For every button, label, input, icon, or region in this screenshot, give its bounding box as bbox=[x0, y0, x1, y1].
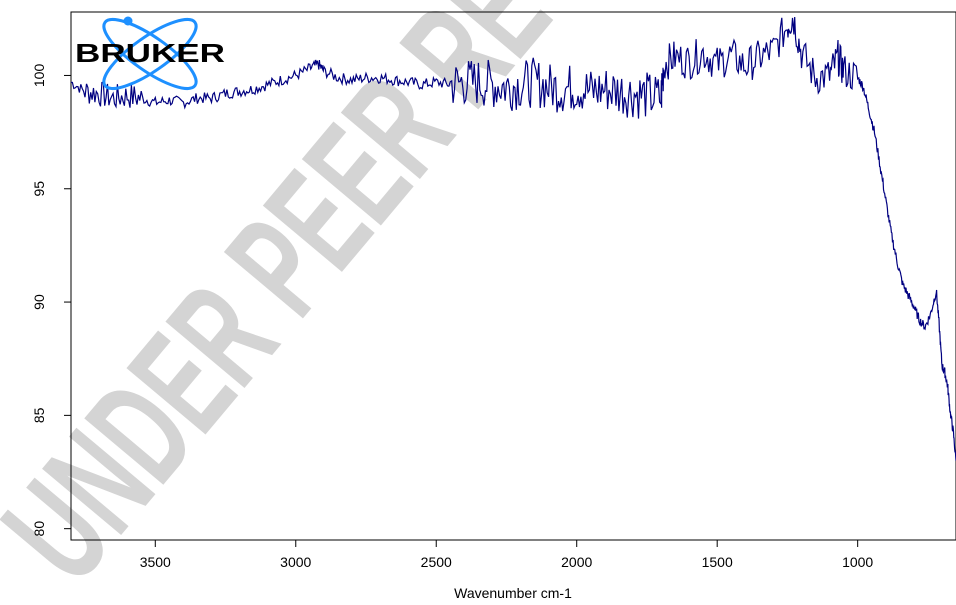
logo-text: BRUKER bbox=[75, 38, 225, 68]
y-tick-label: 80 bbox=[31, 521, 47, 537]
x-tick-label: 1000 bbox=[842, 554, 873, 570]
y-axis: 80 85 90 95 100 bbox=[31, 64, 71, 537]
x-tick-label: 2000 bbox=[561, 554, 592, 570]
x-tick-label: 3500 bbox=[140, 554, 171, 570]
y-tick-label: 85 bbox=[31, 407, 47, 423]
y-tick-label: 95 bbox=[31, 181, 47, 197]
spectrum-line bbox=[70, 16, 956, 461]
x-tick-label: 2500 bbox=[421, 554, 452, 570]
y-tick-label: 90 bbox=[31, 294, 47, 310]
plot-frame bbox=[70, 11, 956, 541]
y-tick-label: 100 bbox=[31, 64, 47, 88]
x-tick-label: 1500 bbox=[702, 554, 733, 570]
bruker-logo: BRUKER bbox=[75, 16, 225, 90]
x-axis: 3500 3000 2500 2000 1500 1000 bbox=[140, 540, 873, 570]
x-axis-title: Wavenumber cm-1 bbox=[454, 585, 572, 601]
logo-orbit-b bbox=[102, 18, 198, 90]
x-tick-label: 3000 bbox=[280, 554, 311, 570]
logo-orbit-a bbox=[102, 18, 198, 90]
logo-dot bbox=[123, 16, 133, 26]
